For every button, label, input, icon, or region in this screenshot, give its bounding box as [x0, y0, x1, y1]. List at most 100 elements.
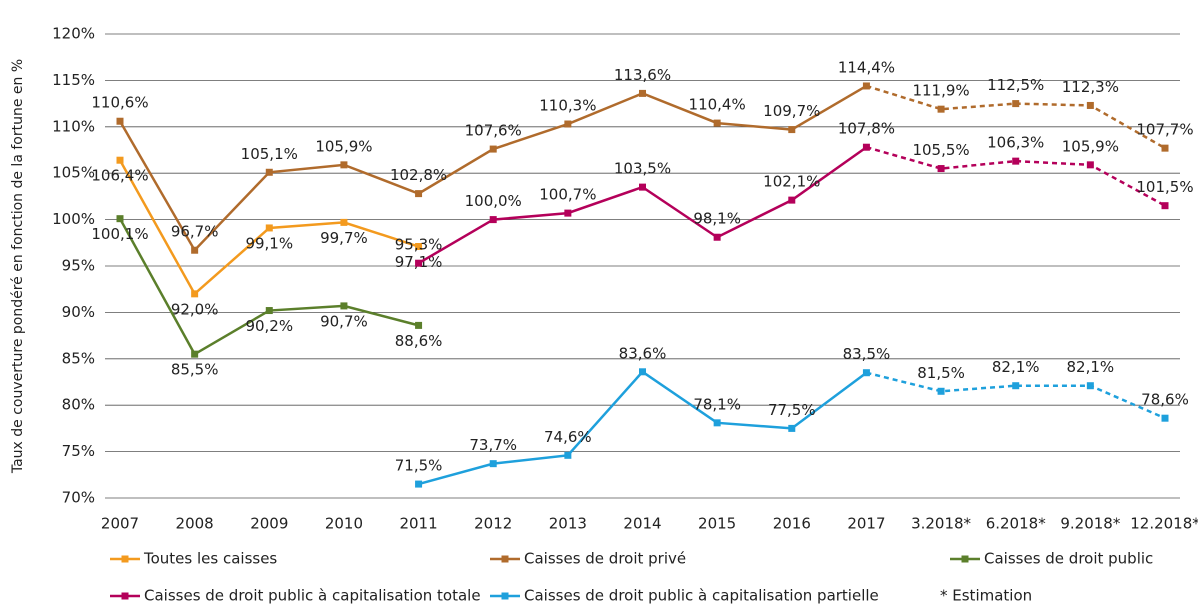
marker: [415, 243, 423, 251]
data-label: 109,7%: [763, 102, 820, 120]
legend-label: Caisses de droit privé: [524, 550, 686, 568]
x-tick-label: 9.2018*: [1060, 515, 1120, 533]
data-label: 77,5%: [768, 401, 816, 419]
data-label: 107,7%: [1136, 121, 1193, 139]
x-tick-label: 2017: [847, 515, 885, 533]
data-label: 101,5%: [1136, 178, 1193, 196]
marker: [1012, 100, 1020, 108]
marker: [937, 387, 945, 395]
data-label: 112,5%: [987, 76, 1044, 94]
series-line: [418, 370, 868, 486]
x-tick-label: 2008: [176, 515, 214, 533]
marker: [489, 145, 497, 153]
y-tick-label: 110%: [52, 117, 95, 135]
data-label: 105,1%: [241, 145, 298, 163]
note: * Estimation: [940, 587, 1032, 605]
marker: [713, 233, 721, 241]
marker: [862, 369, 870, 377]
legend-marker: [501, 592, 509, 600]
y-tick-label: 95%: [62, 257, 95, 275]
y-tick-label: 75%: [62, 442, 95, 460]
marker: [489, 216, 497, 224]
data-label: 78,6%: [1141, 391, 1189, 409]
x-tick-label: 2009: [250, 515, 288, 533]
x-tick-label: 2011: [399, 515, 437, 533]
x-tick-label: 2014: [623, 515, 661, 533]
x-tick-label: 2010: [325, 515, 363, 533]
marker: [415, 321, 423, 329]
marker: [1086, 161, 1094, 169]
data-label: 105,9%: [1062, 137, 1119, 155]
data-label: 82,1%: [992, 358, 1040, 376]
data-label: 100,0%: [465, 192, 522, 210]
marker: [937, 105, 945, 113]
marker: [265, 307, 273, 315]
marker: [1086, 382, 1094, 390]
data-label: 83,6%: [619, 344, 667, 362]
data-label: 73,7%: [469, 436, 517, 454]
marker: [564, 209, 572, 217]
y-axis-label: Taux de couverture pondéré en fonction d…: [10, 59, 26, 474]
marker: [788, 196, 796, 204]
data-label: 107,6%: [465, 122, 522, 140]
data-label: 107,8%: [838, 120, 895, 138]
data-label: 74,6%: [544, 428, 592, 446]
marker: [340, 218, 348, 226]
marker: [191, 246, 199, 254]
data-label: 98,1%: [693, 210, 741, 228]
marker: [191, 290, 199, 298]
y-tick-label: 90%: [62, 303, 95, 321]
x-tick-label: 2013: [549, 515, 587, 533]
marker: [1012, 157, 1020, 165]
legend-marker: [501, 555, 509, 563]
marker: [713, 419, 721, 427]
x-tick-label: 2012: [474, 515, 512, 533]
data-label: 110,4%: [689, 96, 746, 114]
data-label: 102,1%: [763, 173, 820, 191]
marker: [265, 224, 273, 232]
data-label: 90,7%: [320, 312, 368, 330]
y-tick-label: 115%: [52, 71, 95, 89]
y-tick-label: 80%: [62, 396, 95, 414]
marker: [862, 82, 870, 90]
x-tick-label: 3.2018*: [911, 515, 971, 533]
data-label: 99,1%: [245, 234, 293, 252]
marker: [116, 117, 124, 125]
y-tick-label: 85%: [62, 349, 95, 367]
data-label: 100,7%: [539, 186, 596, 204]
x-tick-label: 2016: [773, 515, 811, 533]
marker: [639, 183, 646, 191]
x-tick-label: 2015: [698, 515, 736, 533]
marker: [340, 161, 348, 169]
marker: [788, 424, 796, 432]
data-label: 85,5%: [171, 361, 219, 379]
marker: [1012, 382, 1020, 390]
data-label: 99,7%: [320, 229, 368, 247]
series-line: [866, 371, 1166, 420]
data-label: 88,6%: [395, 332, 443, 350]
marker: [415, 190, 423, 198]
marker: [788, 126, 796, 134]
marker: [1161, 202, 1169, 210]
marker: [564, 120, 572, 128]
y-tick-label: 70%: [62, 489, 95, 507]
marker: [415, 480, 423, 488]
marker: [415, 259, 423, 267]
marker: [1086, 101, 1094, 109]
data-label: 82,1%: [1067, 358, 1115, 376]
data-label: 105,5%: [912, 141, 969, 159]
marker: [564, 451, 572, 459]
marker: [639, 89, 646, 97]
marker: [1161, 144, 1169, 152]
data-label: 106,3%: [987, 134, 1044, 152]
marker: [713, 119, 721, 127]
data-label: 105,9%: [315, 137, 372, 155]
data-label: 95,3%: [395, 236, 443, 254]
data-label: 96,7%: [171, 223, 219, 241]
legend-marker: [121, 592, 129, 600]
marker: [937, 165, 945, 173]
y-tick-label: 100%: [52, 210, 95, 228]
data-label: 83,5%: [843, 345, 891, 363]
y-tick-label: 105%: [52, 164, 95, 182]
